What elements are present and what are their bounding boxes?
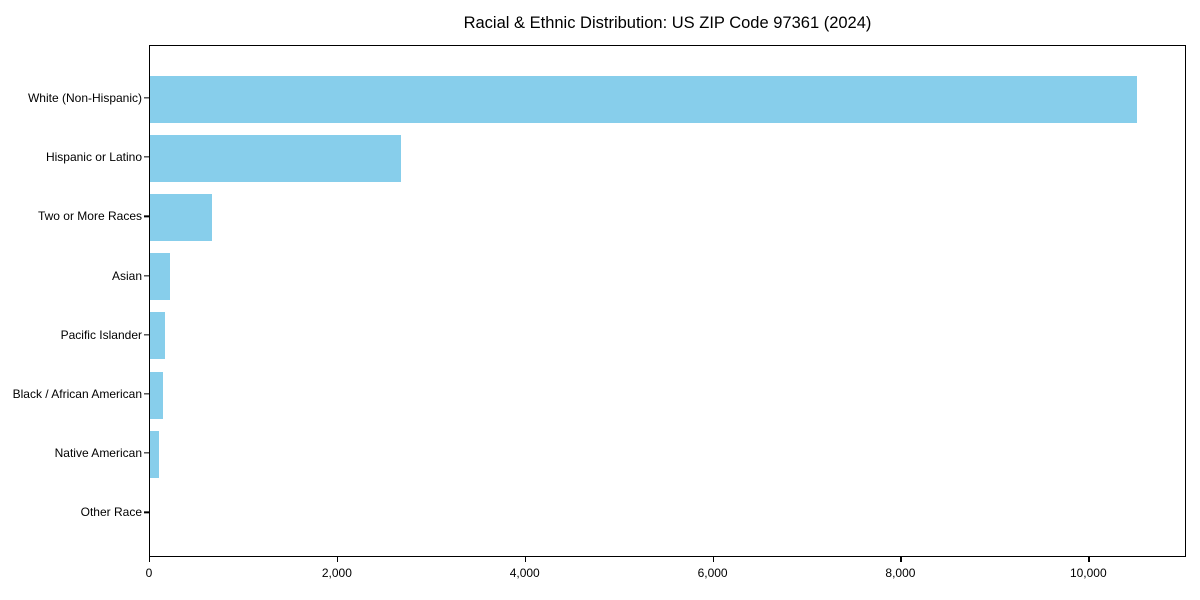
y-tick-mark (144, 334, 149, 336)
bar (150, 193, 212, 241)
y-tick-label: Two or More Races (37, 209, 142, 224)
y-tick-label: Pacific Islander (60, 327, 142, 342)
x-tick-mark (712, 557, 714, 562)
plot-area (149, 45, 1186, 557)
bar (150, 134, 401, 182)
y-tick-label: Native American (54, 446, 142, 461)
x-tick-mark (149, 557, 151, 562)
x-tick-label: 8,000 (885, 566, 916, 580)
y-tick-label: Hispanic or Latino (45, 150, 142, 165)
bar (150, 312, 166, 360)
x-tick-mark (336, 557, 339, 562)
y-tick-label: Black / African American (12, 387, 142, 401)
x-tick-label: 6,000 (697, 566, 728, 580)
y-tick-mark (144, 215, 149, 218)
bar (150, 371, 164, 419)
bar (150, 430, 160, 478)
bar (150, 253, 171, 301)
y-tick-label: Asian (111, 268, 142, 283)
y-tick-mark (144, 393, 149, 395)
y-tick-label: White (Non-Hispanic) (27, 91, 142, 105)
y-tick-mark (144, 452, 149, 454)
bar (150, 75, 1138, 123)
x-tick-mark (1088, 557, 1090, 562)
x-tick-label: 10,000 (1069, 566, 1107, 580)
y-tick-mark (144, 156, 149, 158)
x-tick-label: 0 (145, 566, 153, 580)
chart-title: Racial & Ethnic Distribution: US ZIP Cod… (463, 14, 872, 32)
y-tick-label: Other Race (80, 505, 142, 520)
x-tick-mark (524, 557, 527, 562)
y-tick-mark (144, 97, 149, 99)
y-tick-mark (144, 274, 149, 277)
y-tick-mark (144, 511, 149, 514)
x-tick-label: 2,000 (321, 566, 352, 580)
x-tick-mark (900, 557, 902, 562)
x-tick-label: 4,000 (509, 566, 540, 580)
